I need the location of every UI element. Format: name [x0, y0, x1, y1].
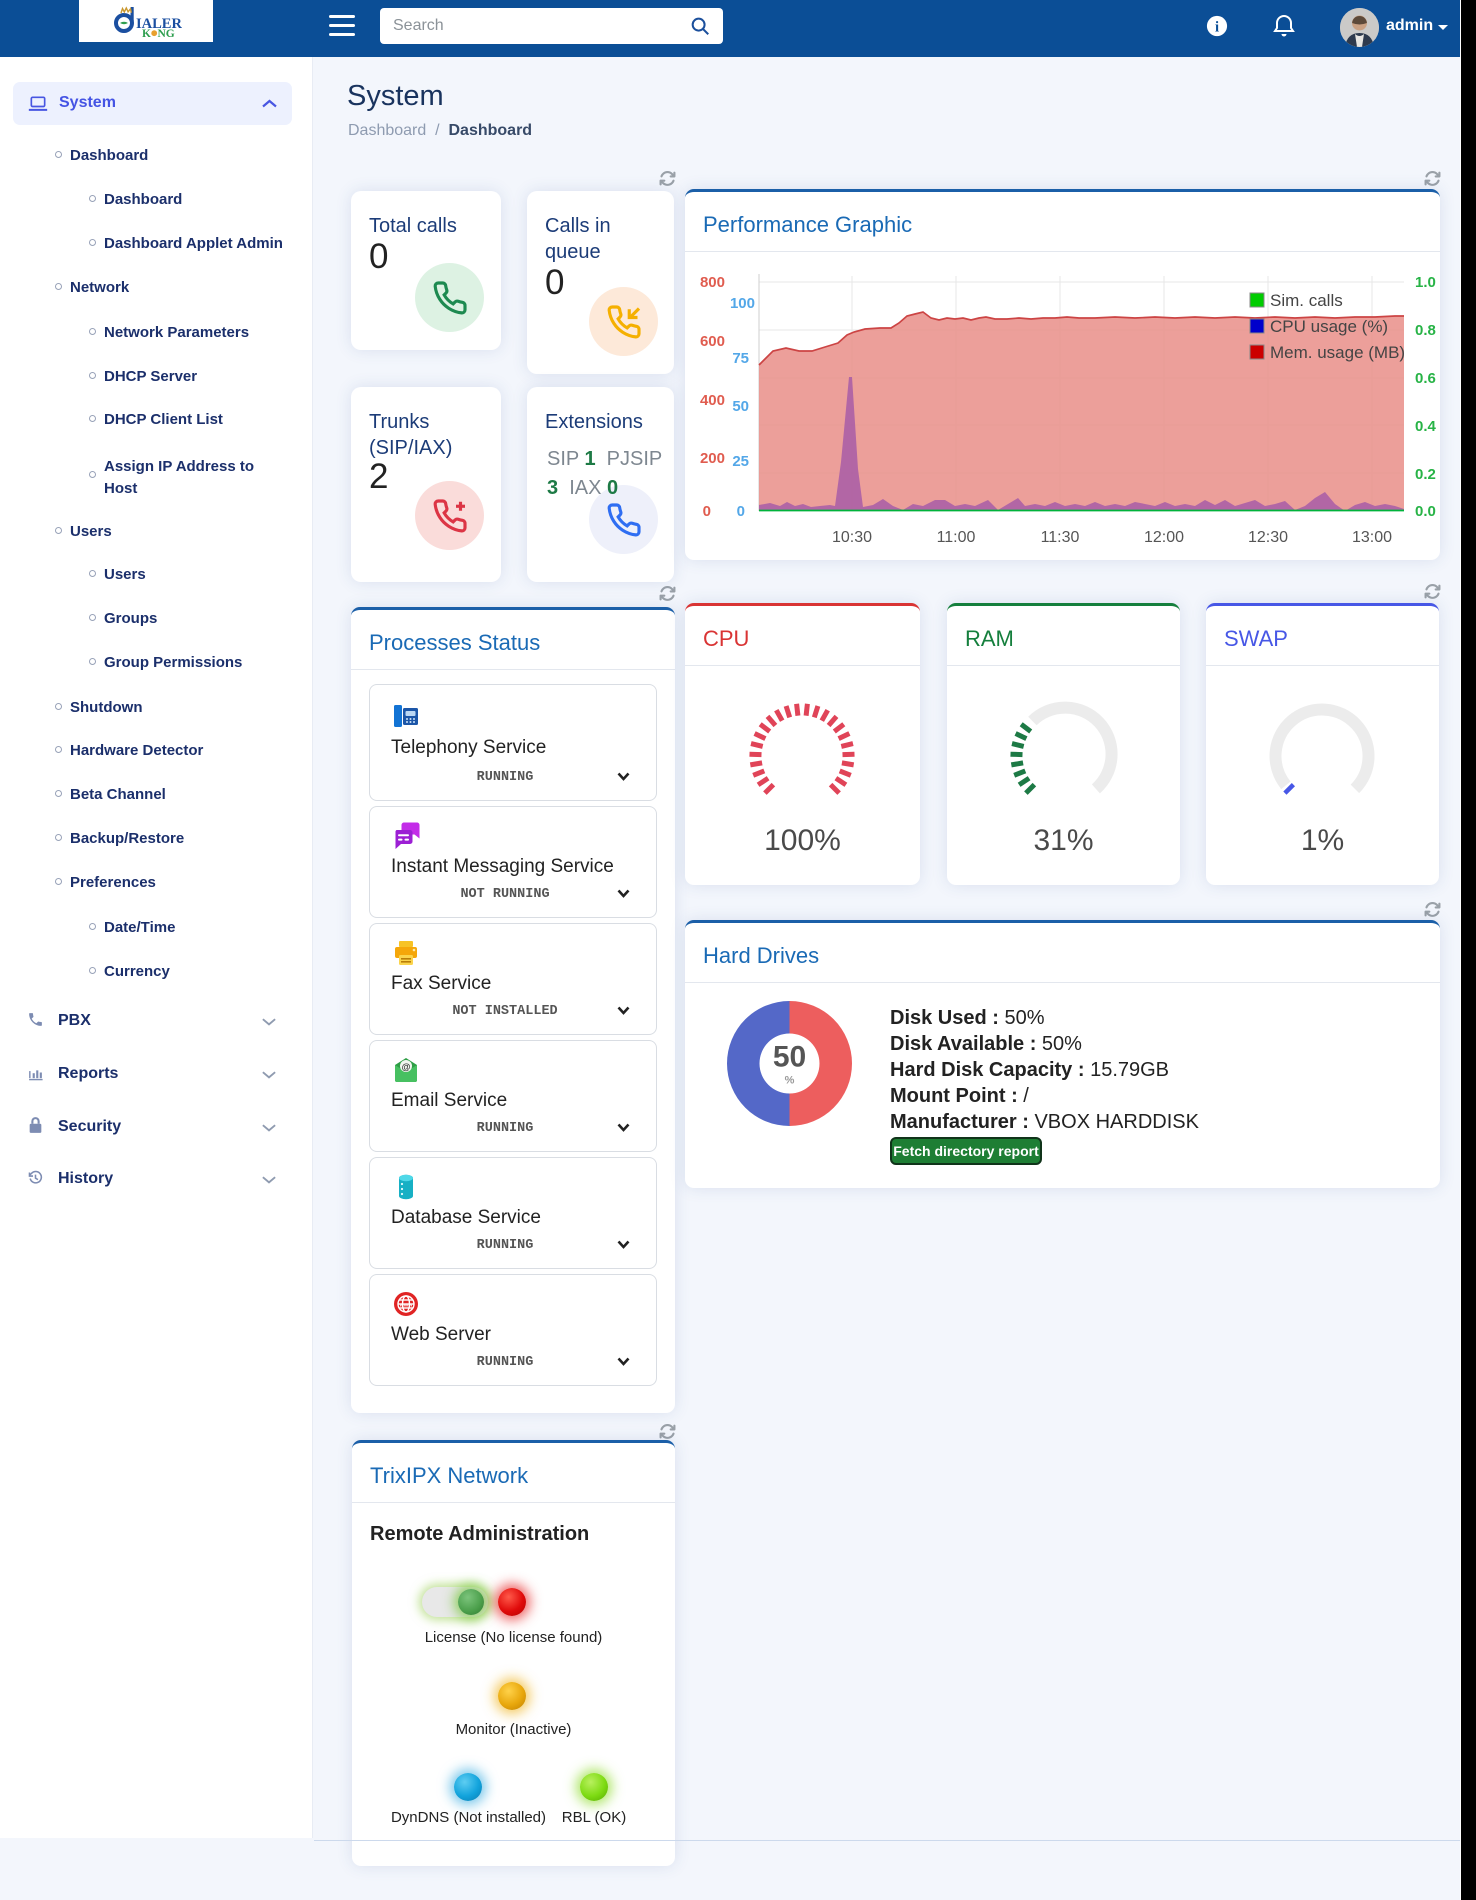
svg-text:i: i: [1215, 20, 1219, 36]
svg-text:75: 75: [732, 350, 749, 367]
svg-text:400: 400: [700, 392, 725, 409]
svg-text:12:30: 12:30: [1248, 529, 1288, 546]
svg-text:13:00: 13:00: [1352, 529, 1392, 546]
svg-text:0.2: 0.2: [1415, 466, 1436, 483]
svg-text:11:30: 11:30: [1041, 529, 1080, 546]
svg-text:0.4: 0.4: [1415, 418, 1437, 435]
svg-text:0.0: 0.0: [1415, 503, 1436, 520]
svg-text:Mem. usage (MB): Mem. usage (MB): [1270, 343, 1405, 362]
svg-text:50: 50: [732, 398, 749, 415]
svg-text:100: 100: [730, 295, 755, 312]
svg-text:CPU usage (%): CPU usage (%): [1270, 317, 1388, 336]
svg-text:25: 25: [732, 453, 749, 470]
svg-text:1.0: 1.0: [1415, 274, 1436, 291]
svg-text:K: K: [142, 28, 151, 40]
svg-text:0.6: 0.6: [1415, 370, 1436, 387]
svg-text:600: 600: [700, 333, 725, 350]
svg-text:%: %: [785, 1075, 795, 1087]
svg-text:200: 200: [700, 450, 725, 467]
svg-text:11:00: 11:00: [937, 529, 976, 546]
svg-text:10:30: 10:30: [832, 529, 872, 546]
svg-text:@: @: [402, 1062, 411, 1072]
svg-text:0: 0: [703, 503, 711, 520]
svg-text:Sim. calls: Sim. calls: [1270, 291, 1343, 310]
svg-text:0.8: 0.8: [1415, 322, 1436, 339]
svg-text:www: www: [399, 1303, 414, 1309]
svg-text:IALER: IALER: [136, 16, 182, 32]
svg-text:0: 0: [737, 503, 745, 520]
svg-text:800: 800: [700, 274, 725, 291]
svg-text:50: 50: [773, 1041, 806, 1074]
svg-text:12:00: 12:00: [1144, 529, 1184, 546]
svg-text:NG: NG: [158, 28, 175, 40]
